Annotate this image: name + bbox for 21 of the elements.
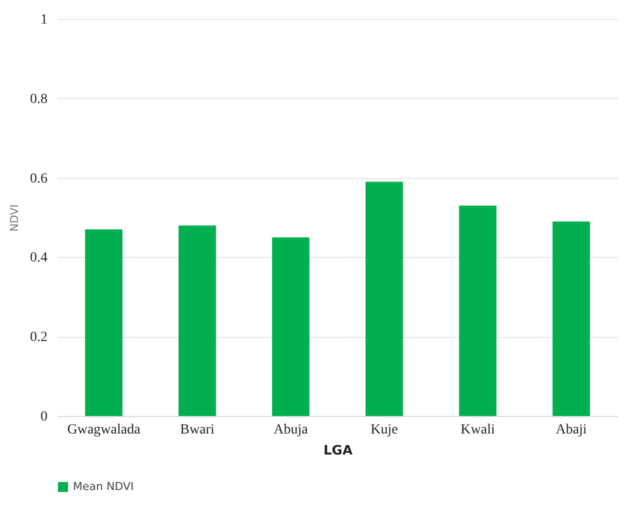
y-axis-title: NDVI xyxy=(8,204,21,232)
y-tick-label: 0 xyxy=(40,410,48,424)
x-tick-label: Abaji xyxy=(556,422,587,438)
x-tick-label: Gwagwalada xyxy=(67,422,142,438)
x-tick-label: Kuje xyxy=(370,422,398,438)
bar xyxy=(366,182,403,416)
bar xyxy=(552,221,590,416)
x-tick-label: Abuja xyxy=(274,422,309,438)
y-tick-label: 0.4 xyxy=(30,250,48,266)
legend-label: Mean NDVI xyxy=(73,480,134,493)
bar xyxy=(459,206,496,416)
y-tick-label: 0.2 xyxy=(30,330,48,346)
y-tick-label: 0.6 xyxy=(30,171,48,186)
y-tick-label: 0.8 xyxy=(30,92,48,107)
x-tick-label: Bwari xyxy=(180,422,214,438)
x-axis-title: LGA xyxy=(323,444,353,458)
bar xyxy=(85,229,122,416)
y-tick-label: 1 xyxy=(40,12,48,28)
bar xyxy=(178,225,216,416)
x-tick-label: Kwali xyxy=(460,422,495,438)
bar xyxy=(272,237,310,416)
